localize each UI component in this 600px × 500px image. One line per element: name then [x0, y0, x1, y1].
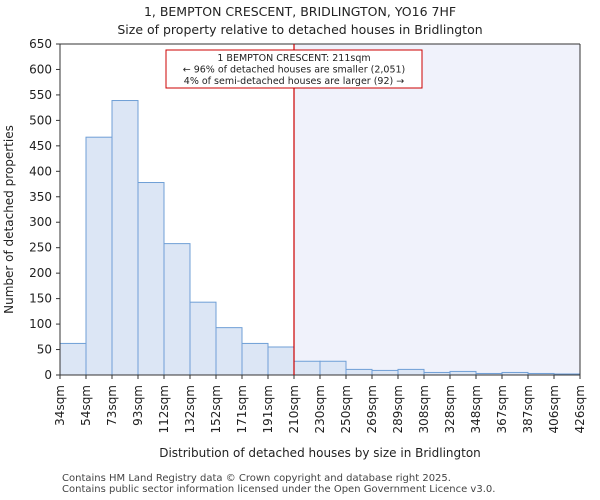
bar	[293, 360, 321, 376]
annotation-line: ← 96% of detached houses are smaller (2,…	[183, 65, 406, 76]
x-tick-label: 269sqm	[365, 385, 379, 433]
annotation-line: 4% of semi-detached houses are larger (9…	[184, 76, 404, 87]
bar	[111, 100, 139, 376]
x-tick-label: 230sqm	[313, 385, 327, 433]
annotation-box	[165, 49, 423, 89]
y-tick-label: 400	[29, 164, 52, 178]
x-tick-label: 348sqm	[469, 385, 483, 433]
chart-title: 1, BEMPTON CRESCENT, BRIDLINGTON, YO16 7…	[143, 4, 457, 19]
x-axis-title: Distribution of detached houses by size …	[159, 446, 481, 460]
x-tick-label: 250sqm	[339, 385, 353, 433]
bar	[397, 368, 425, 376]
y-tick-label: 500	[29, 113, 52, 127]
y-tick-label: 200	[29, 266, 52, 280]
bar	[85, 136, 113, 376]
bar	[189, 301, 217, 376]
y-tick-label: 350	[29, 190, 52, 204]
bar	[345, 368, 373, 376]
x-tick-label: 112sqm	[157, 385, 171, 433]
x-tick-label: 328sqm	[443, 385, 457, 433]
y-tick-label: 0	[44, 368, 52, 382]
x-tick-label: 367sqm	[495, 385, 509, 433]
y-axis-title: Number of detached properties	[2, 125, 16, 314]
bar	[267, 346, 295, 376]
y-tick-label: 550	[29, 88, 52, 102]
x-tick-label: 406sqm	[547, 385, 561, 433]
bar	[215, 327, 243, 376]
annotation-line: 1 BEMPTON CRESCENT: 211sqm	[217, 53, 370, 64]
x-tick-label: 132sqm	[183, 385, 197, 433]
footer-line-1: Contains HM Land Registry data © Crown c…	[62, 473, 451, 484]
y-tick-label: 300	[29, 215, 52, 229]
chart-subtitle: Size of property relative to detached ho…	[117, 22, 483, 37]
y-tick-label: 150	[29, 292, 52, 306]
bar	[59, 342, 87, 376]
y-tick-label: 650	[29, 37, 52, 51]
footer-line-2: Contains public sector information licen…	[62, 484, 496, 495]
y-tick-label: 50	[37, 343, 52, 357]
footer: Contains HM Land Registry data © Crown c…	[62, 473, 495, 495]
bar	[449, 370, 477, 376]
y-tick-label: 600	[29, 62, 52, 76]
title-block: 1, BEMPTON CRESCENT, BRIDLINGTON, YO16 7…	[0, 3, 600, 39]
y-tick-label: 100	[29, 317, 52, 331]
x-tick-label: 93sqm	[131, 385, 145, 426]
highlight-region	[294, 44, 580, 375]
y-tick-label: 250	[29, 241, 52, 255]
y-tick-label: 450	[29, 139, 52, 153]
x-tick-label: 54sqm	[79, 385, 93, 426]
bar	[319, 360, 347, 376]
bar	[163, 243, 191, 376]
x-tick-label: 191sqm	[261, 385, 275, 433]
x-tick-label: 210sqm	[287, 385, 301, 433]
x-tick-label: 34sqm	[53, 385, 67, 426]
x-tick-label: 308sqm	[417, 385, 431, 433]
x-tick-label: 289sqm	[391, 385, 405, 433]
bar	[241, 342, 269, 376]
x-tick-label: 152sqm	[209, 385, 223, 433]
x-tick-label: 387sqm	[521, 385, 535, 433]
x-tick-label: 73sqm	[105, 385, 119, 426]
x-tick-label: 171sqm	[235, 385, 249, 433]
x-tick-label: 426sqm	[573, 385, 587, 433]
bar	[371, 369, 399, 376]
bar	[137, 182, 165, 376]
